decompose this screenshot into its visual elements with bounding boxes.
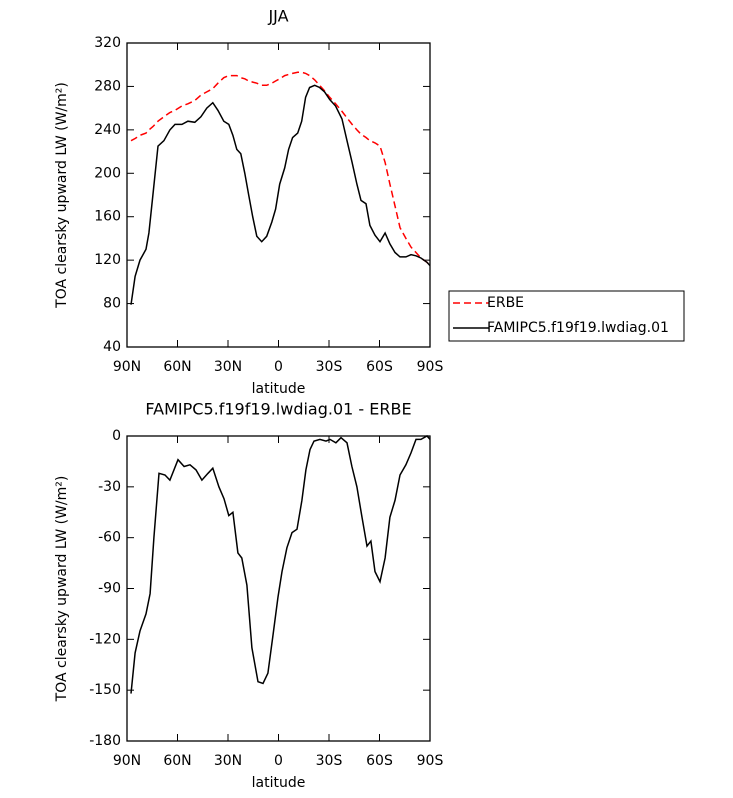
y-tick-label: 160 [94, 209, 121, 225]
chart-title: FAMIPC5.f19f19.lwdiag.01 - ERBE [145, 400, 411, 419]
y-tick-label: 240 [94, 122, 121, 138]
y-tick-label: 0 [112, 428, 121, 444]
x-tick-label: 90N [113, 359, 141, 375]
x-axis-label: latitude [252, 775, 306, 791]
y-axis-label: TOA clearsky upward LW (W/m²) [54, 82, 70, 309]
chart-title: JJA [267, 7, 288, 26]
y-tick-label: -180 [89, 733, 121, 749]
y-tick-label: 120 [94, 252, 121, 268]
y-tick-label: -90 [98, 581, 121, 597]
y-tick-label: -120 [89, 631, 121, 647]
x-tick-label: 30N [214, 359, 242, 375]
y-tick-label: 320 [94, 35, 121, 51]
x-tick-label: 0 [274, 753, 283, 769]
y-tick-label: -30 [98, 479, 121, 495]
x-tick-label: 60N [163, 359, 191, 375]
y-tick-label: 280 [94, 78, 121, 94]
y-tick-label: 80 [103, 296, 121, 312]
y-tick-label: -150 [89, 682, 121, 698]
x-tick-label: 0 [274, 359, 283, 375]
x-tick-label: 30S [316, 359, 343, 375]
y-tick-label: 200 [94, 165, 121, 181]
data-line [130, 435, 431, 694]
legend-label: FAMIPC5.f19f19.lwdiag.01 [487, 320, 669, 336]
x-tick-label: 90S [417, 753, 444, 769]
y-axis-label: TOA clearsky upward LW (W/m²) [54, 476, 70, 703]
y-tick-label: 40 [103, 339, 121, 355]
x-tick-label: 60N [163, 753, 191, 769]
legend-label: ERBE [487, 295, 524, 311]
x-axis-label: latitude [252, 381, 306, 397]
data-line [130, 84, 431, 305]
x-tick-label: 60S [366, 753, 393, 769]
plot-frame [126, 435, 431, 742]
legend-box [448, 290, 685, 342]
x-tick-label: 90S [417, 359, 444, 375]
x-tick-label: 30N [214, 753, 242, 769]
x-tick-label: 60S [366, 359, 393, 375]
y-tick-label: -60 [98, 530, 121, 546]
data-line [130, 71, 431, 267]
x-tick-label: 90N [113, 753, 141, 769]
x-tick-label: 30S [316, 753, 343, 769]
